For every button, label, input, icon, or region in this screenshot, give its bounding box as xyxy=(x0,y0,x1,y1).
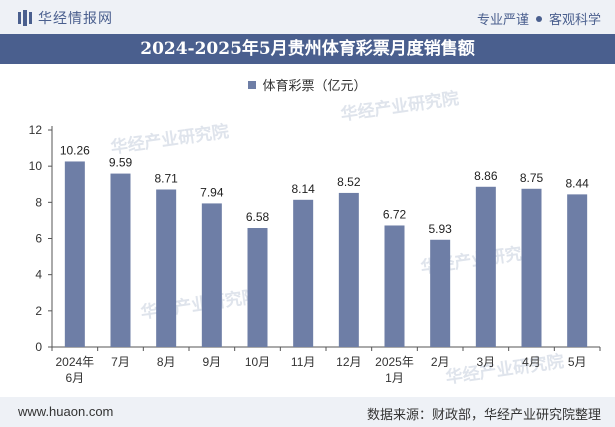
y-tick-label: 12 xyxy=(29,123,43,137)
bar xyxy=(201,203,222,347)
bar xyxy=(293,199,314,347)
header-bar: 华经情报网 专业严谨 客观科学 xyxy=(0,0,615,34)
data-label: 8.52 xyxy=(337,175,361,189)
x-tick-label: 2月 xyxy=(431,355,450,369)
x-tick-label: 1月 xyxy=(385,371,404,385)
footer-website-link[interactable]: www.huaon.com xyxy=(18,404,114,419)
x-tick-label: 11月 xyxy=(291,355,315,369)
bar xyxy=(521,188,542,347)
bar xyxy=(430,239,451,347)
data-label: 6.58 xyxy=(246,210,270,224)
data-label: 9.59 xyxy=(109,156,133,170)
data-label: 6.72 xyxy=(383,207,407,221)
bar xyxy=(567,194,588,347)
legend-label: 体育彩票（亿元） xyxy=(262,78,367,93)
y-tick-label: 10 xyxy=(29,159,43,173)
chart-title: 2024-2025年5月贵州体育彩票月度销售额 xyxy=(0,34,615,64)
y-tick-label: 4 xyxy=(35,268,42,282)
bar xyxy=(247,228,268,347)
chart-legend: 体育彩票（亿元） xyxy=(0,75,615,94)
tag-objective: 客观科学 xyxy=(548,12,601,27)
x-tick-label: 4月 xyxy=(522,355,541,369)
x-tick-label: 9月 xyxy=(202,355,221,369)
brand-name: 华经情报网 xyxy=(38,10,113,26)
data-label: 5.93 xyxy=(428,222,452,236)
data-label: 10.26 xyxy=(60,143,90,157)
footer-bar: www.huaon.com 数据来源：财政部，华经产业研究院整理 xyxy=(0,397,615,427)
logo-icon xyxy=(18,10,32,26)
x-tick-label: 5月 xyxy=(568,355,587,369)
x-tick-label: 7月 xyxy=(111,355,130,369)
brand[interactable]: 华经情报网 xyxy=(18,8,113,28)
x-tick-label: 3月 xyxy=(476,355,495,369)
y-tick-label: 8 xyxy=(35,195,42,209)
data-label: 8.71 xyxy=(154,171,178,185)
data-label: 8.14 xyxy=(291,182,315,196)
bar xyxy=(156,189,177,347)
bar xyxy=(64,161,85,347)
y-tick-label: 0 xyxy=(35,340,42,354)
bar xyxy=(384,225,405,347)
x-tick-label: 12月 xyxy=(336,355,361,369)
x-tick-label: 10月 xyxy=(245,355,270,369)
x-tick-label: 2025年 xyxy=(375,355,414,369)
y-tick-label: 6 xyxy=(35,232,42,246)
x-tick-label: 2024年 xyxy=(55,355,94,369)
x-tick-label: 8月 xyxy=(157,355,176,369)
x-tick-label: 6月 xyxy=(65,371,84,385)
data-label: 8.44 xyxy=(565,176,589,190)
bar xyxy=(475,186,496,347)
tag-professional: 专业严谨 xyxy=(476,12,529,27)
legend-swatch xyxy=(248,81,257,89)
y-tick-label: 2 xyxy=(35,304,42,318)
bar xyxy=(338,192,359,347)
bar xyxy=(110,173,131,347)
data-label: 8.86 xyxy=(474,169,498,183)
header-tags: 专业严谨 客观科学 xyxy=(477,9,601,28)
dot-separator-icon xyxy=(535,15,542,22)
data-label: 8.75 xyxy=(520,171,544,185)
data-label: 7.94 xyxy=(200,185,224,199)
footer-source: 数据来源：财政部，华经产业研究院整理 xyxy=(366,407,601,422)
